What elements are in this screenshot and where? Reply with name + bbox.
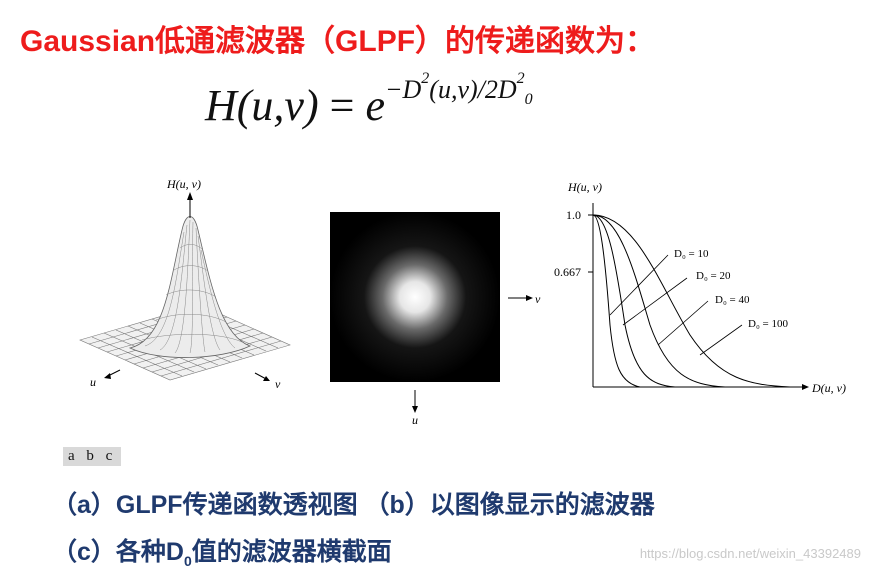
curve-label-d0-20: D₀ = 20	[696, 270, 731, 282]
formula-equals: =	[329, 81, 355, 130]
axis-u-label: u	[90, 375, 96, 389]
axis-h-label: H(u, v)	[166, 177, 201, 191]
gaussian-peak	[128, 216, 252, 358]
axis-v-label: v	[535, 292, 541, 306]
curve-label-d0-10: D₀ = 10	[674, 248, 709, 260]
caption-line-1: （a）GLPF传递函数透视图 （b）以图像显示的滤波器	[52, 491, 655, 519]
figure-c-cross-sections: H(u, v) D(u, v) 1.0 0.667 D₀ = 10 D₀ = 2…	[554, 180, 846, 395]
figure-a-perspective-plot: H(u, v) u v	[79, 177, 291, 391]
curve-d0-10	[592, 214, 641, 388]
curve-label-d0-100: D₀ = 100	[748, 318, 788, 330]
curve-d0-20	[592, 214, 676, 388]
axis-v-label: v	[275, 377, 281, 391]
formula-lhs: H(u,v)	[205, 81, 319, 130]
caption-line-2: （c）各种D0值的滤波器横截面	[52, 538, 392, 569]
axis-u-label: u	[412, 413, 418, 427]
formula-base: e	[365, 81, 385, 130]
transfer-function-formula: H(u,v) = e−D2(u,v)/2D20	[205, 70, 533, 131]
tick-1-0: 1.0	[566, 208, 581, 222]
formula-exponent: −D2(u,v)/2D20	[384, 69, 533, 109]
curve-d0-40	[592, 214, 726, 388]
axis-y-label: H(u, v)	[567, 180, 602, 194]
tick-0-667: 0.667	[554, 265, 581, 279]
axis-x-label: D(u, v)	[811, 381, 846, 395]
curve-d0-100	[592, 214, 791, 388]
watermark: https://blog.csdn.net/weixin_43392489	[639, 546, 861, 561]
slide-title: Gaussian低通滤波器（GLPF）的传递函数为：	[20, 25, 656, 58]
panel-labels: a b c	[63, 447, 122, 466]
figure-b-filter-image: v u	[330, 212, 541, 427]
curve-label-d0-40: D₀ = 40	[715, 294, 750, 306]
